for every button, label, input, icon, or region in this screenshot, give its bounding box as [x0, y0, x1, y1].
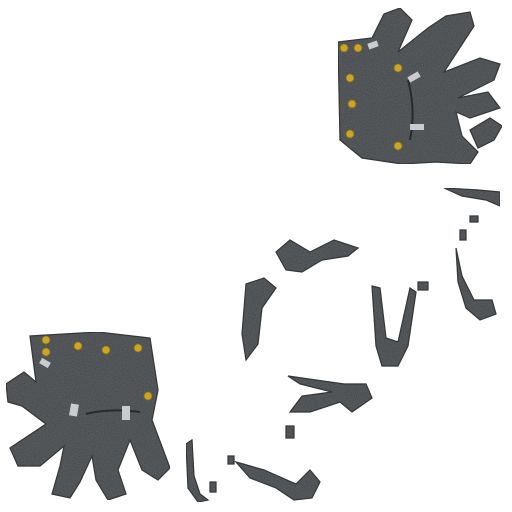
finger-plate-fragments: [185, 187, 501, 503]
strap-plate: [407, 71, 421, 83]
rivet: [339, 43, 349, 53]
strap-plate: [367, 40, 379, 50]
rivet: [393, 63, 403, 73]
strap-plate: [122, 406, 130, 420]
rivet: [393, 141, 403, 151]
rivet: [353, 43, 363, 53]
gauntlet-hand-upper: [337, 7, 503, 165]
rivet: [347, 99, 357, 109]
rivet: [133, 343, 143, 353]
strap-plate: [69, 403, 79, 417]
rivet: [73, 341, 83, 351]
rivet: [101, 345, 111, 355]
gauntlet-hand-lower: [5, 331, 171, 501]
rivet: [345, 129, 355, 139]
strap-plate: [410, 124, 424, 130]
rivet: [345, 73, 355, 83]
strap-plate: [39, 357, 51, 369]
rivet-and-strap-details: [39, 40, 424, 420]
rivet: [41, 335, 51, 345]
rivet: [41, 347, 51, 357]
rivet: [143, 391, 153, 401]
